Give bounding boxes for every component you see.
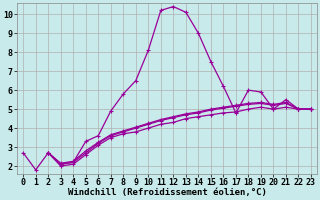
X-axis label: Windchill (Refroidissement éolien,°C): Windchill (Refroidissement éolien,°C) [68, 188, 267, 197]
